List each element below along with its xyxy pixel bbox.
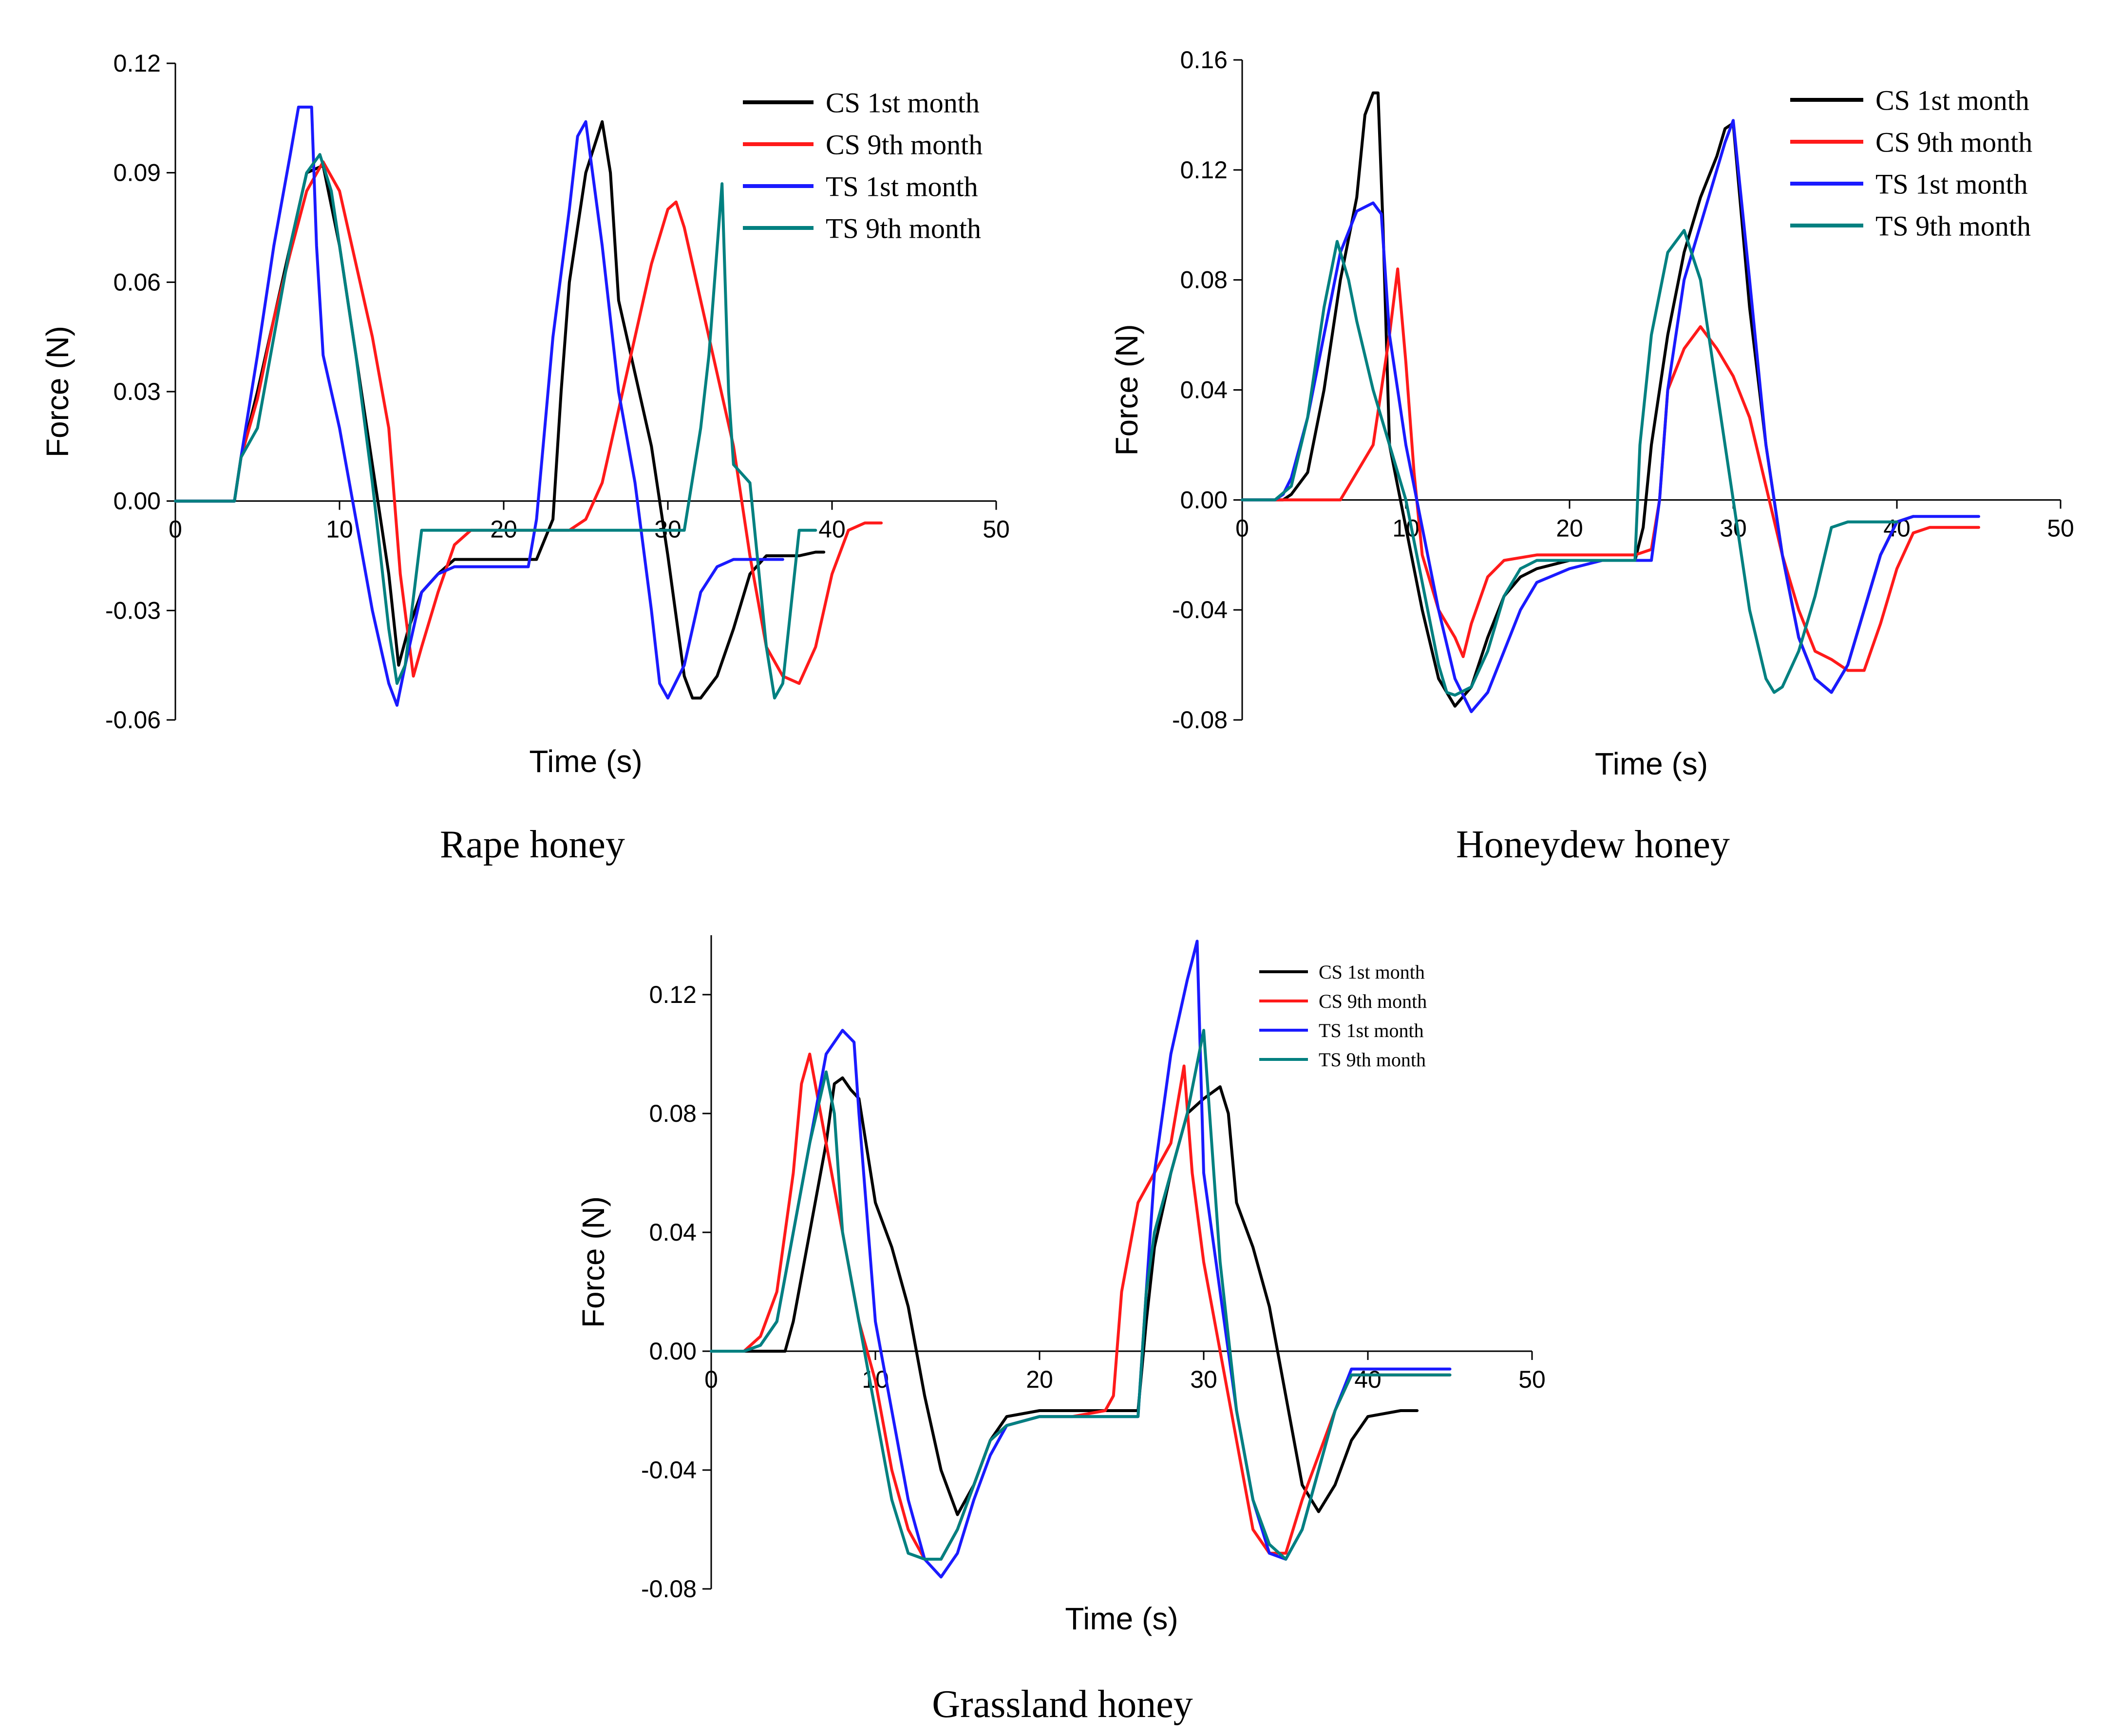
y-tick-label: 0.16: [1180, 46, 1228, 74]
series-group: [710, 940, 1452, 1579]
legend-label: CS 1st month: [1875, 84, 2029, 116]
series-group: [1241, 91, 1980, 714]
chart-caption: Rape honey: [440, 823, 625, 866]
legend-label: TS 1st month: [1875, 168, 2028, 200]
y-tick-label: -0.04: [641, 1456, 697, 1484]
legend-label: TS 9th month: [1875, 210, 2031, 242]
y-tick-label: 0.00: [1180, 486, 1228, 513]
x-tick-label: 50: [1518, 1366, 1546, 1393]
chart-caption: Honeydew honey: [1456, 823, 1730, 866]
y-axis-label: Force (N): [1109, 324, 1144, 455]
y-axis-label: Force (N): [576, 1196, 611, 1328]
x-tick-label: 30: [1190, 1366, 1217, 1393]
series-line-cs-9th-month: [174, 160, 883, 685]
x-tick-label: 40: [818, 516, 846, 543]
y-tick-label: -0.08: [1172, 706, 1228, 734]
y-tick-label: 0.12: [1180, 156, 1228, 184]
y-tick-label: 0.06: [114, 268, 161, 296]
series-line-cs-1st-month: [174, 120, 826, 700]
x-tick-label: 0: [1235, 514, 1249, 542]
x-tick-label: 30: [1720, 514, 1747, 542]
series-line-ts-9th-month: [710, 1029, 1452, 1561]
series-line-ts-1st-month: [174, 105, 784, 707]
y-tick-label: 0.00: [114, 488, 161, 515]
legend-label: CS 9th month: [1875, 126, 2032, 158]
y-tick-label: 0.12: [649, 981, 697, 1008]
chart-panel-honeydew: -0.08-0.040.000.040.080.120.160 10 20 30 40 5…: [1109, 46, 2074, 866]
legend-label: TS 1st month: [1319, 1019, 1424, 1041]
legend: CS 1st month CS 9th month TS 1st month TS 9…: [1790, 84, 2032, 242]
y-tick-label: 0.04: [649, 1219, 697, 1246]
series-line-ts-9th-month: [174, 153, 817, 700]
x-tick-label: 50: [2047, 514, 2074, 542]
tick-group: -0.08-0.040.000.040.080.120 10 20 30 40 50: [641, 981, 1546, 1603]
y-tick-label: 0.00: [649, 1338, 697, 1365]
y-tick-label: -0.04: [1172, 596, 1228, 623]
chart-panel-grassland: -0.08-0.040.000.040.080.120 10 20 30 40 50 Ti…: [576, 935, 1546, 1726]
x-tick-label: 20: [1556, 514, 1583, 542]
x-axis-label: Time (s): [529, 744, 642, 779]
y-tick-label: -0.08: [641, 1575, 697, 1603]
legend-label: TS 9th month: [1319, 1049, 1426, 1071]
series-group: [174, 105, 883, 707]
x-tick-label: 0: [169, 516, 182, 543]
series-line-ts-1st-month: [1241, 119, 1980, 714]
y-tick-label: 0.09: [114, 159, 161, 187]
legend: CS 1st month CS 9th month TS 1st month TS 9…: [1259, 961, 1427, 1071]
series-line-cs-9th-month: [1241, 267, 1980, 672]
legend-label: CS 9th month: [1319, 990, 1427, 1012]
x-tick-label: 50: [983, 516, 1010, 543]
series-line-ts-9th-month: [1241, 229, 1898, 697]
legend-label: CS 9th month: [826, 129, 983, 160]
tick-group: -0.08-0.040.000.040.080.120.160 10 20 30 40 5…: [1172, 46, 2074, 734]
y-tick-label: 0.12: [114, 50, 161, 77]
legend-label: TS 1st month: [826, 170, 978, 202]
legend-label: TS 9th month: [826, 212, 981, 244]
legend-label: CS 1st month: [826, 87, 980, 118]
y-tick-label: 0.04: [1180, 377, 1228, 404]
x-axis-label: Time (s): [1595, 746, 1708, 781]
y-tick-label: 0.03: [114, 378, 161, 405]
chart-panel-rape: -0.06-0.030.000.030.060.090.120 10 20 30 40 5…: [40, 50, 1010, 866]
y-tick-label: -0.06: [105, 706, 161, 734]
series-line-cs-9th-month: [710, 1053, 1452, 1561]
x-tick-label: 10: [326, 516, 353, 543]
series-line-cs-1st-month: [710, 1076, 1419, 1516]
legend: CS 1st month CS 9th month TS 1st month TS 9…: [743, 87, 983, 244]
tick-group: -0.06-0.030.000.030.060.090.120 10 20 30 40 5…: [105, 50, 1010, 734]
y-tick-label: 0.08: [649, 1100, 697, 1127]
y-tick-label: 0.08: [1180, 266, 1228, 294]
x-tick-label: 20: [1026, 1366, 1053, 1393]
y-axis-label: Force (N): [40, 326, 75, 457]
x-axis-label: Time (s): [1065, 1601, 1178, 1636]
chart-caption: Grassland honey: [932, 1683, 1192, 1726]
y-tick-label: -0.03: [105, 597, 161, 624]
x-tick-label: 0: [704, 1366, 718, 1393]
legend-label: CS 1st month: [1319, 961, 1425, 983]
